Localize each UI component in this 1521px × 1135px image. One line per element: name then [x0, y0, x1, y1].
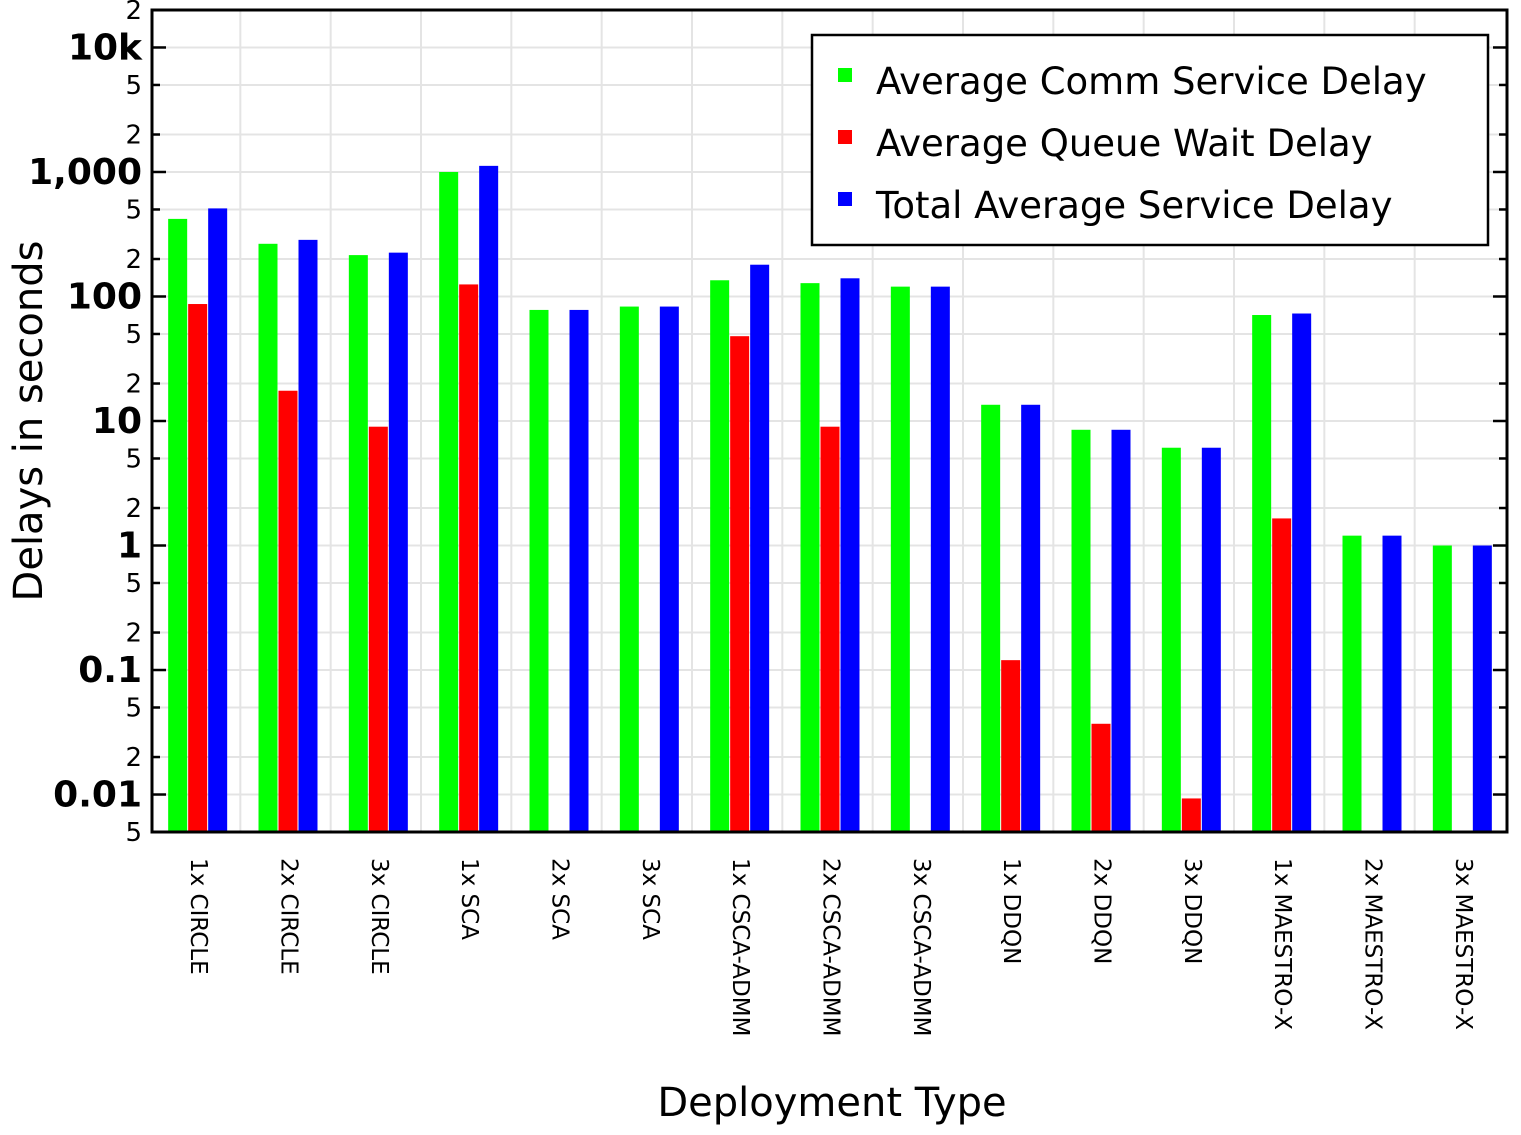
- bar: [1432, 545, 1452, 832]
- y-minor-tick-label: 2: [125, 0, 142, 26]
- y-minor-tick-label: 2: [125, 619, 142, 649]
- x-tick-label: 1x SCA: [456, 858, 482, 940]
- y-axis-title: Delays in seconds: [6, 241, 52, 602]
- legend-swatch: [838, 130, 852, 144]
- bar: [168, 218, 188, 832]
- bar: [890, 286, 910, 832]
- bar: [348, 255, 368, 832]
- y-minor-tick-label: 5: [125, 444, 142, 474]
- y-minor-tick-label: 5: [125, 693, 142, 723]
- bar: [278, 390, 298, 832]
- x-axis-title: Deployment Type: [657, 1080, 1006, 1126]
- bar: [1091, 723, 1111, 832]
- bar: [730, 336, 750, 832]
- y-major-tick-label: 0.1: [78, 650, 142, 691]
- y-minor-tick-label: 2: [125, 121, 142, 151]
- bar: [258, 243, 278, 832]
- bar: [569, 309, 589, 832]
- x-axis: 1x CIRCLE 2x CIRCLE 3x CIRCLE 1x SCA 2x SCA 3…: [185, 858, 1476, 1036]
- y-minor-tick-label: 2: [125, 370, 142, 400]
- y-minor-tick-label: 5: [125, 320, 142, 350]
- x-tick-label: 2x CIRCLE: [276, 858, 302, 975]
- x-tick-label: 3x CIRCLE: [366, 858, 392, 975]
- bar: [459, 284, 479, 832]
- bar: [1201, 447, 1221, 832]
- bar: [1472, 545, 1492, 832]
- y-minor-tick-label: 2: [125, 245, 142, 275]
- legend-entry: Average Queue Wait Delay: [876, 122, 1373, 165]
- x-tick-label: 3x DDQN: [1179, 858, 1205, 964]
- y-major-tick-label: 0.01: [53, 775, 142, 816]
- bar: [479, 165, 499, 833]
- bar: [1382, 535, 1402, 832]
- bar: [1272, 518, 1292, 832]
- legend: Average Comm Service Delay Average Queue …: [810, 33, 1490, 247]
- y-major-tick-label: 100: [67, 276, 142, 317]
- x-tick-label: 3x MAESTRO-X: [1450, 858, 1476, 1030]
- legend-swatch: [838, 68, 852, 82]
- y-minor-tick-label: 5: [125, 569, 142, 599]
- bar: [1071, 429, 1091, 832]
- bar: [750, 264, 770, 832]
- x-tick-label: 1x MAESTRO-X: [1269, 858, 1295, 1030]
- x-tick-label: 1x CIRCLE: [185, 858, 211, 975]
- y-minor-tick-label: 5: [125, 195, 142, 225]
- y-major-tick-label: 10: [92, 401, 142, 442]
- bar: [840, 278, 860, 832]
- legend-swatch: [838, 192, 852, 206]
- x-tick-label: 1x CSCA-ADMM: [727, 858, 753, 1036]
- bar: [930, 286, 950, 832]
- bar: [1021, 404, 1041, 832]
- legend-entry: Total Average Service Delay: [875, 184, 1392, 227]
- y-major-tick-label: 1,000: [28, 152, 142, 193]
- x-tick-label: 2x SCA: [547, 858, 573, 940]
- bar: [529, 309, 549, 832]
- y-minor-tick-label: 2: [125, 743, 142, 773]
- x-tick-label: 3x SCA: [637, 858, 663, 940]
- bar: [981, 404, 1001, 832]
- x-tick-label: 2x DDQN: [1089, 858, 1115, 964]
- x-tick-label: 2x MAESTRO-X: [1360, 858, 1386, 1030]
- y-minor-tick-label: 5: [125, 71, 142, 101]
- bar: [298, 239, 318, 832]
- bar: [188, 304, 208, 832]
- bar: [1001, 660, 1021, 832]
- legend-entry: Average Comm Service Delay: [876, 60, 1427, 103]
- bar: [800, 283, 820, 833]
- bar: [659, 306, 679, 832]
- bar: [1342, 535, 1362, 832]
- bar: [1181, 798, 1201, 832]
- x-tick-label: 2x CSCA-ADMM: [818, 858, 844, 1036]
- x-tick-label: 1x DDQN: [998, 858, 1024, 964]
- bar: [820, 426, 840, 832]
- legend-box: [810, 33, 1490, 247]
- bar: [619, 306, 639, 832]
- bar: [1161, 447, 1181, 832]
- bar: [208, 208, 228, 833]
- bar: [710, 280, 730, 832]
- x-tick-label: 3x CSCA-ADMM: [908, 858, 934, 1036]
- bar: [388, 252, 408, 833]
- y-major-tick-label: 1: [117, 526, 142, 567]
- bar: [439, 171, 459, 832]
- y-minor-tick-label: 2: [125, 494, 142, 524]
- bars: [168, 165, 1492, 833]
- y-major-tick-label: 10k: [68, 27, 143, 68]
- bar: [1292, 313, 1312, 832]
- y-minor-tick-label: 5: [125, 818, 142, 848]
- bar: [368, 426, 388, 832]
- bar: [1252, 315, 1272, 833]
- bar: [1111, 429, 1131, 832]
